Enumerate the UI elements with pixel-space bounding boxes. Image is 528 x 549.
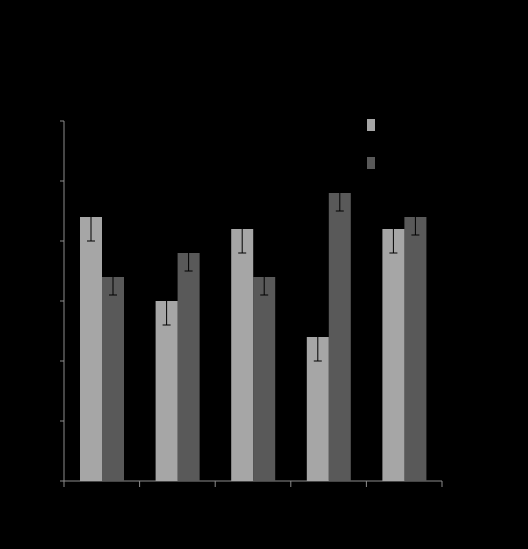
bar [404, 217, 427, 481]
bar [253, 277, 276, 481]
y-tick-label: 6 [49, 113, 56, 127]
y-tick-label: 1 [49, 413, 56, 427]
y-tick-label: 4 [49, 233, 56, 247]
legend-swatch [367, 119, 375, 131]
legend-swatch [367, 157, 375, 169]
y-tick-label: 5 [49, 173, 56, 187]
y-tick-label: 3 [49, 293, 56, 307]
bar [382, 229, 405, 481]
bar [328, 193, 351, 481]
y-tick-label: 0 [49, 473, 56, 487]
bar [177, 253, 200, 481]
bar [231, 229, 254, 481]
bar [155, 301, 178, 481]
bar [80, 217, 102, 481]
bar [306, 337, 329, 481]
bar [102, 277, 124, 481]
y-tick-label: 2 [49, 353, 56, 367]
